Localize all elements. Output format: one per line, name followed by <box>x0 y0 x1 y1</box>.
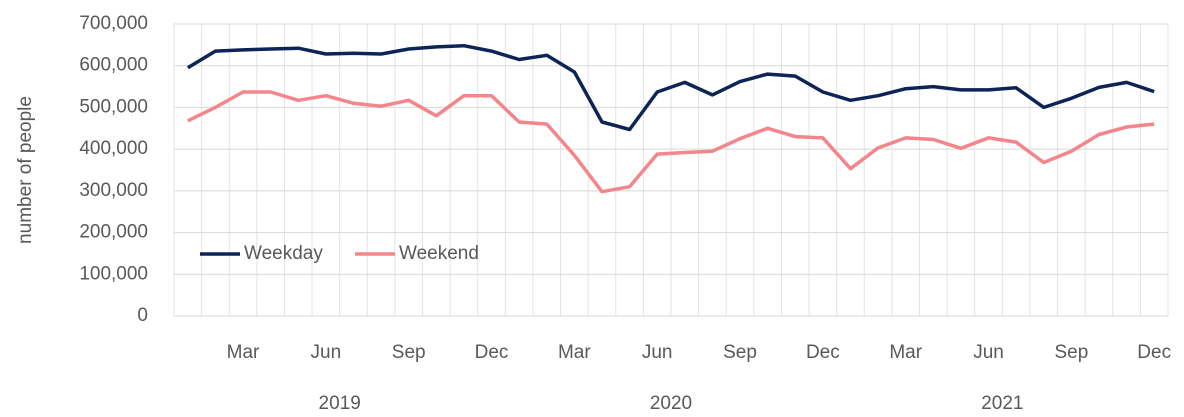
y-tick-label: 600,000 <box>79 55 148 76</box>
x-tick-label: Sep <box>392 342 426 363</box>
x-tick-label: Jun <box>973 342 1004 363</box>
x-tick-label: Sep <box>723 342 757 363</box>
y-axis-label: number of people <box>15 96 36 244</box>
x-group-label: 2020 <box>650 393 692 414</box>
x-tick-label: Jun <box>642 342 673 363</box>
x-tick-label: Mar <box>558 342 591 363</box>
x-tick-label: Mar <box>889 342 922 363</box>
legend-label: Weekend <box>399 243 479 264</box>
y-tick-label: 500,000 <box>79 96 148 117</box>
y-tick-label: 700,000 <box>79 13 148 34</box>
y-tick-label: 200,000 <box>79 222 148 243</box>
x-tick-label: Mar <box>227 342 260 363</box>
x-tick-label: Dec <box>475 342 509 363</box>
y-tick-label: 400,000 <box>79 138 148 159</box>
x-tick-label: Jun <box>311 342 342 363</box>
legend-label: Weekday <box>244 243 323 264</box>
x-tick-label: Dec <box>806 342 840 363</box>
y-tick-label: 300,000 <box>79 180 148 201</box>
series-line <box>187 90 1155 194</box>
x-tick-label: Sep <box>1054 342 1088 363</box>
x-group-label: 2021 <box>981 393 1023 414</box>
series-line <box>186 43 1155 132</box>
x-tick-label: Dec <box>1137 342 1171 363</box>
y-tick-label: 100,000 <box>79 263 148 284</box>
x-group-label: 2019 <box>319 393 361 414</box>
y-tick-label: 0 <box>137 305 148 326</box>
